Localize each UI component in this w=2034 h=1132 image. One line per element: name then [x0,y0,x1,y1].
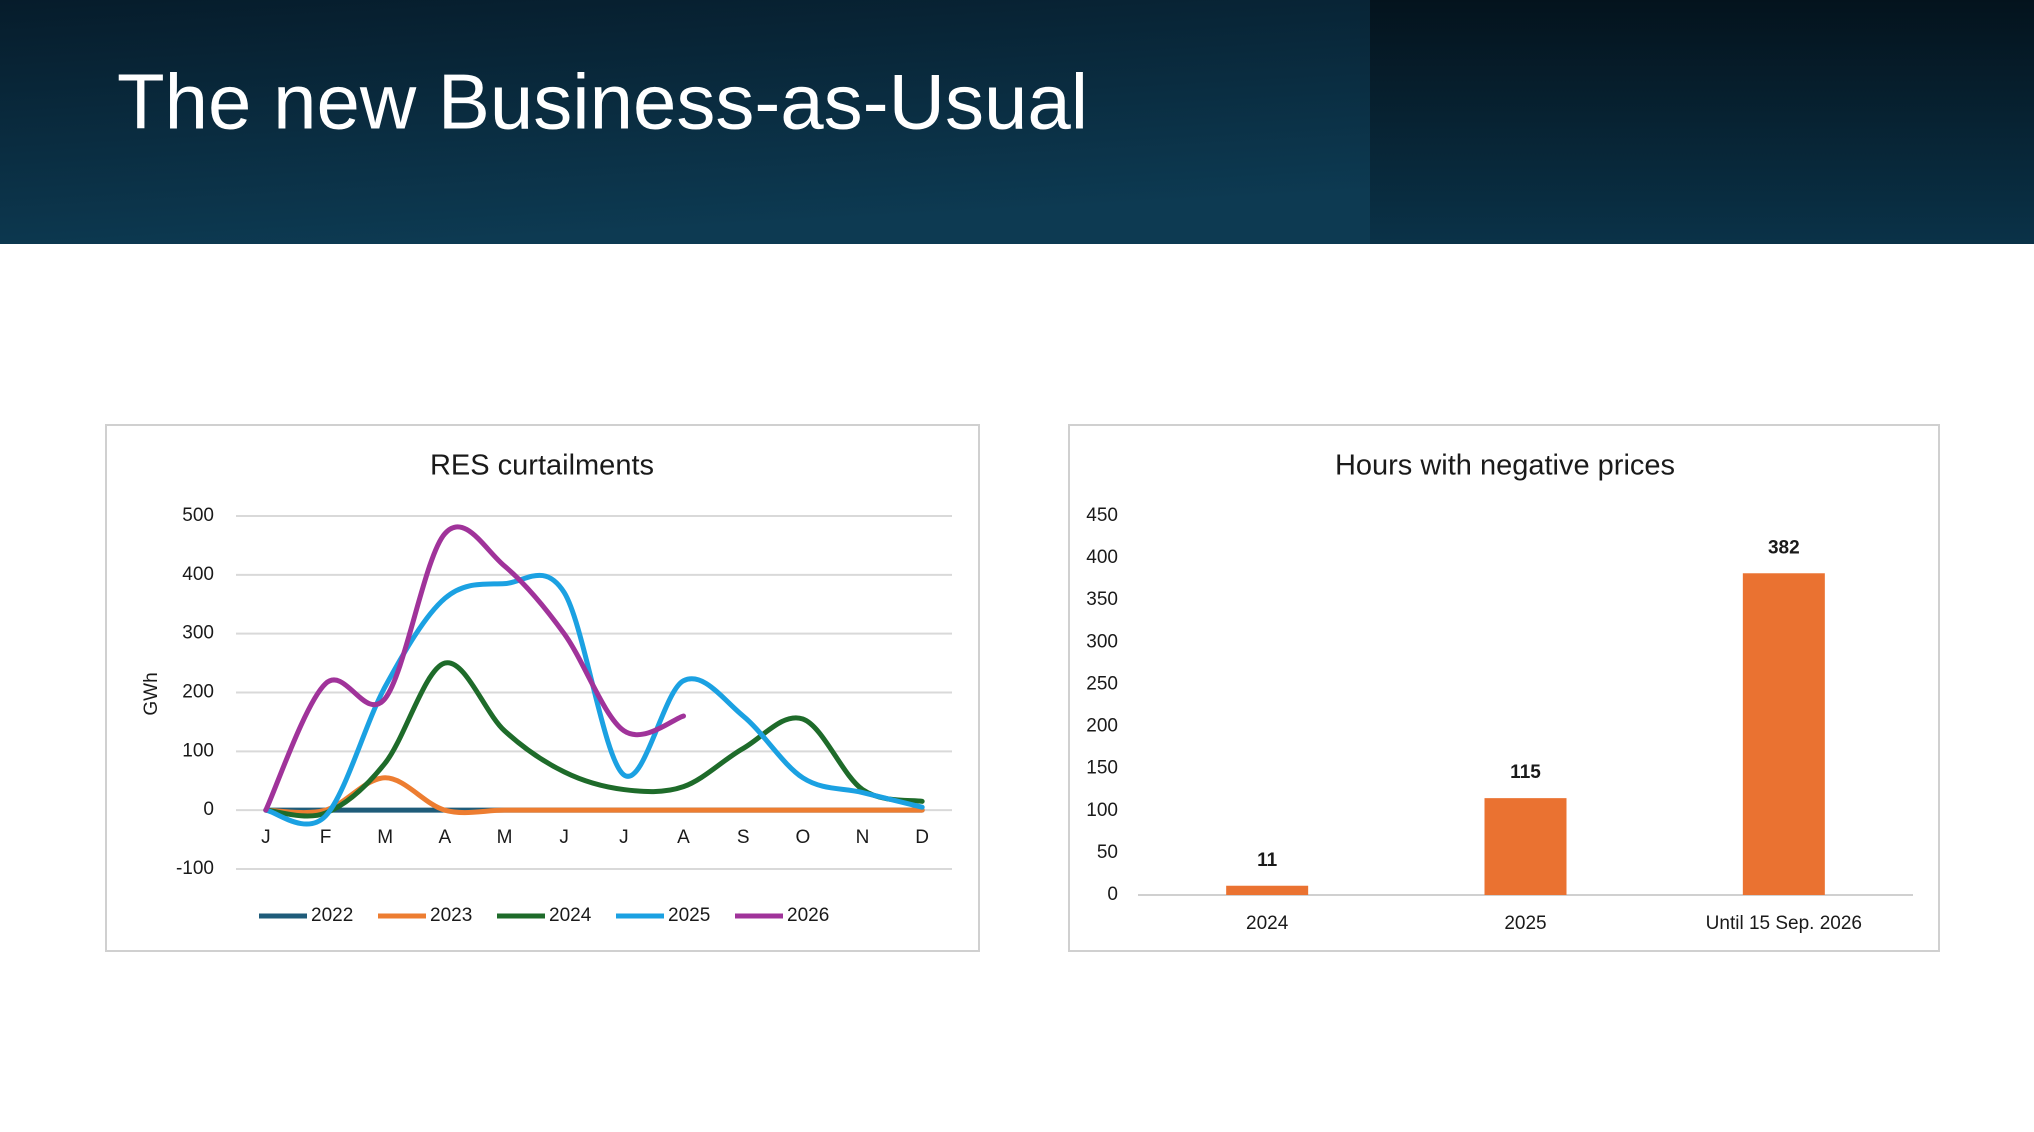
header-band-right [1370,0,2034,244]
y-tick-label: 100 [182,740,214,761]
slide-title: The new Business-as-Usual [117,58,1088,146]
x-tick-label: 2024 [1246,913,1289,934]
x-tick-label: J [619,827,629,848]
legend-label: 2023 [430,905,472,926]
y-tick-label: 300 [1086,631,1118,652]
y-tick-label: 450 [1086,505,1118,526]
y-tick-label: 500 [182,505,214,526]
x-tick-label: M [377,827,393,848]
series-line [263,775,925,816]
y-tick-label: -100 [176,858,214,879]
legend-label: 2022 [311,905,353,926]
chart-title: Hours with negative prices [1335,450,1675,482]
y-tick-label: 0 [1107,884,1118,905]
chart-panel [105,424,980,952]
y-tick-label: 400 [182,564,214,585]
y-tick-label: 350 [1086,589,1118,610]
bar-chart: Hours with negative prices 0 50 100 150 200 25… [1086,450,1913,934]
x-tick-label: O [795,827,810,848]
series-line [263,660,925,819]
data-label: 11 [1257,850,1278,871]
bar [1226,885,1309,895]
y-tick-label: 250 [1086,673,1118,694]
x-tick-label: M [497,827,513,848]
legend-label: 2024 [549,905,592,926]
y-tick-label: 200 [182,682,214,703]
x-tick-label: A [677,827,690,848]
legend-label: 2026 [787,905,829,926]
x-tick-label: J [559,827,569,848]
x-tick-label: J [261,827,271,848]
y-tick-label: 150 [1086,758,1118,779]
chart-title: RES curtailments [430,450,654,482]
y-tick-label: 0 [203,799,214,820]
x-tick-label: F [320,827,332,848]
y-tick-label: 50 [1097,842,1118,863]
bar [1742,573,1825,895]
bar [1484,798,1567,895]
x-tick-label: 2025 [1504,913,1546,934]
x-tick-label: A [438,827,451,848]
line-chart: RES curtailments -100 0 100 200 300 400 500 GWh J… [141,450,952,926]
data-label: 115 [1510,762,1541,783]
y-axis-label: GWh [141,672,162,715]
legend-label: 2025 [668,905,710,926]
data-label: 382 [1768,537,1800,558]
y-tick-label: 100 [1086,800,1118,821]
x-tick-label: S [737,827,750,848]
series-line [263,524,686,813]
x-tick-label: D [915,827,929,848]
header-band [0,0,1370,244]
x-tick-label: N [856,827,870,848]
y-tick-label: 300 [182,623,214,644]
x-tick-label: Until 15 Sep. 2026 [1706,913,1862,934]
y-tick-label: 200 [1086,716,1118,737]
y-tick-label: 400 [1086,547,1118,568]
